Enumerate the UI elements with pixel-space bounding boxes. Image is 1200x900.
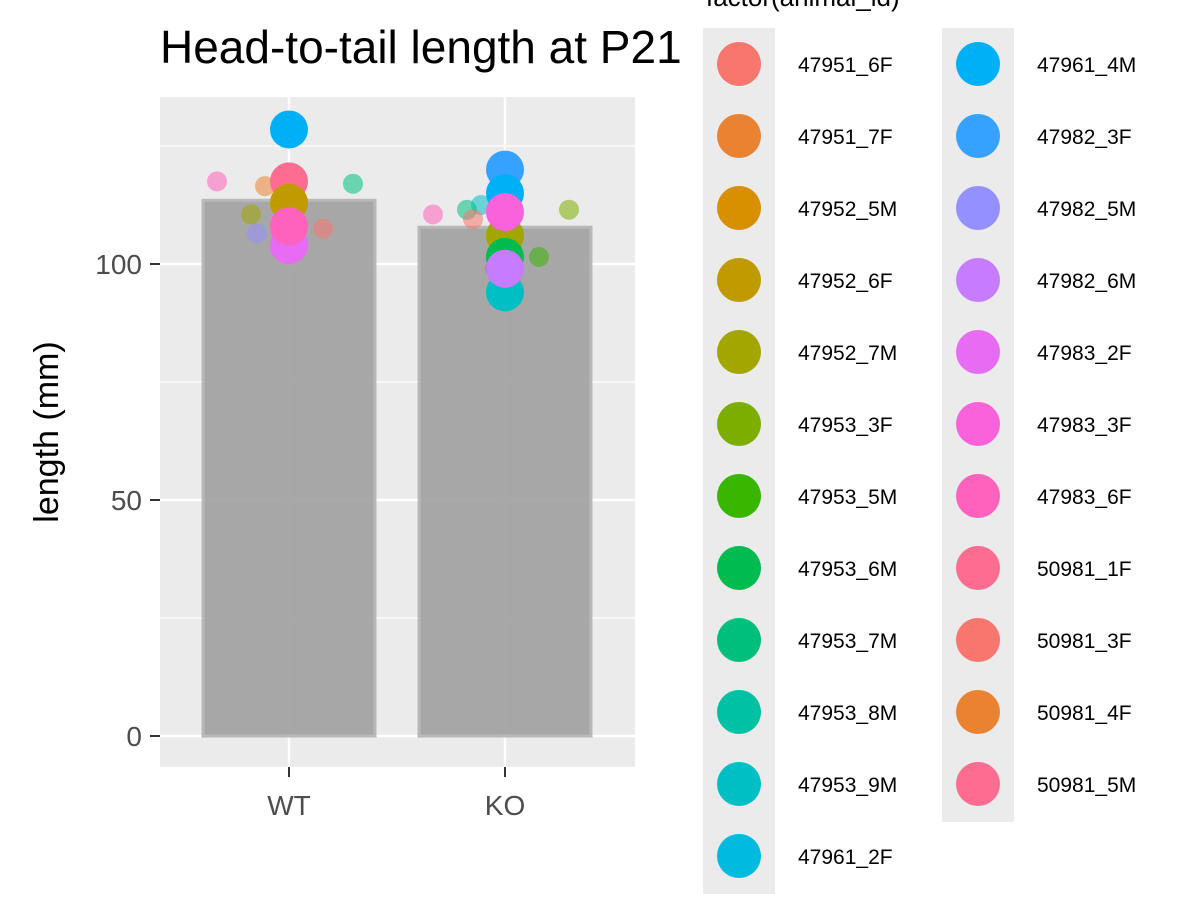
y-tick-label: 100 xyxy=(95,249,142,280)
legend-label: 47952_6F xyxy=(798,270,893,293)
data-point-wt xyxy=(241,204,261,225)
legend-label: 47953_8M xyxy=(798,702,897,725)
legend-label: 50981_4F xyxy=(1037,702,1132,725)
data-point-ko xyxy=(463,209,483,230)
bar-ko xyxy=(417,225,593,738)
legend-key xyxy=(956,474,1000,518)
legend-label: 47953_5M xyxy=(798,486,897,509)
legend-label: 47951_7F xyxy=(798,126,893,149)
legend-label: 47953_9M xyxy=(798,774,897,797)
data-point-wt xyxy=(343,173,363,194)
legend-key xyxy=(956,546,1000,590)
legend-key xyxy=(717,618,761,662)
x-tick-label-wt: WT xyxy=(267,790,311,821)
y-tick-label: 50 xyxy=(111,485,142,516)
legend-label: 47982_5M xyxy=(1037,198,1136,221)
axes: 0 50 100 WT KO xyxy=(95,249,525,821)
legend-key xyxy=(717,186,761,230)
data-point-wt xyxy=(270,110,308,149)
data-point-ko xyxy=(529,246,549,267)
legend-key xyxy=(717,402,761,446)
chart-title: Head-to-tail length at P21 xyxy=(160,21,682,73)
legend-key xyxy=(717,114,761,158)
legend-key xyxy=(956,762,1000,806)
data-point-wt xyxy=(313,218,333,239)
data-point-wt xyxy=(207,171,227,192)
data-point-ko xyxy=(559,199,579,220)
legend-label: 47983_2F xyxy=(1037,342,1132,365)
legend-key xyxy=(956,258,1000,302)
legend-key xyxy=(717,762,761,806)
data-point-ko xyxy=(423,204,443,225)
bar-wt xyxy=(201,198,377,738)
legend-key xyxy=(717,546,761,590)
legend-label: 47951_6F xyxy=(798,54,893,77)
legend-label: 47953_3F xyxy=(798,414,893,437)
data-point-wt xyxy=(255,176,275,197)
legend-label: 47983_6F xyxy=(1037,486,1132,509)
legend-key xyxy=(956,114,1000,158)
legend-label: 47952_7M xyxy=(798,342,897,365)
legend-key xyxy=(956,186,1000,230)
legend-label: 47961_2F xyxy=(798,846,893,869)
legend-key xyxy=(717,690,761,734)
legend-label: 47982_3F xyxy=(1037,126,1132,149)
legend-key xyxy=(956,402,1000,446)
legend-key-background xyxy=(703,28,775,894)
legend-label: 50981_1F xyxy=(1037,558,1132,581)
y-tick-label: 0 xyxy=(126,721,142,752)
x-tick-label-ko: KO xyxy=(485,790,525,821)
legend-key xyxy=(717,474,761,518)
legend-label: 50981_3F xyxy=(1037,630,1132,653)
legend-key xyxy=(717,834,761,878)
legend-key xyxy=(956,690,1000,734)
data-point-wt xyxy=(247,223,267,244)
legend-title: factor(animal_id) xyxy=(706,0,900,12)
legend: 47951_6F 47951_7F 47952_5M 47952_6F 47952_7M… xyxy=(703,28,1136,894)
jitter-points xyxy=(207,110,579,312)
legend-label: 50981_5M xyxy=(1037,774,1136,797)
legend-key xyxy=(717,42,761,86)
data-point-ko xyxy=(486,249,524,288)
legend-key xyxy=(956,42,1000,86)
legend-key xyxy=(717,330,761,374)
y-axis-title: length (mm) xyxy=(28,341,66,522)
legend-label: 47983_3F xyxy=(1037,414,1132,437)
legend-label: 47952_5M xyxy=(798,198,897,221)
bars xyxy=(201,198,593,738)
legend-key xyxy=(717,258,761,302)
data-point-ko xyxy=(486,193,524,232)
data-point-wt xyxy=(270,207,308,246)
legend-label: 47961_4M xyxy=(1037,54,1136,77)
legend-label: 47982_6M xyxy=(1037,270,1136,293)
legend-label: 47953_7M xyxy=(798,630,897,653)
legend-key xyxy=(956,618,1000,662)
legend-key xyxy=(956,330,1000,374)
legend-label: 47953_6M xyxy=(798,558,897,581)
